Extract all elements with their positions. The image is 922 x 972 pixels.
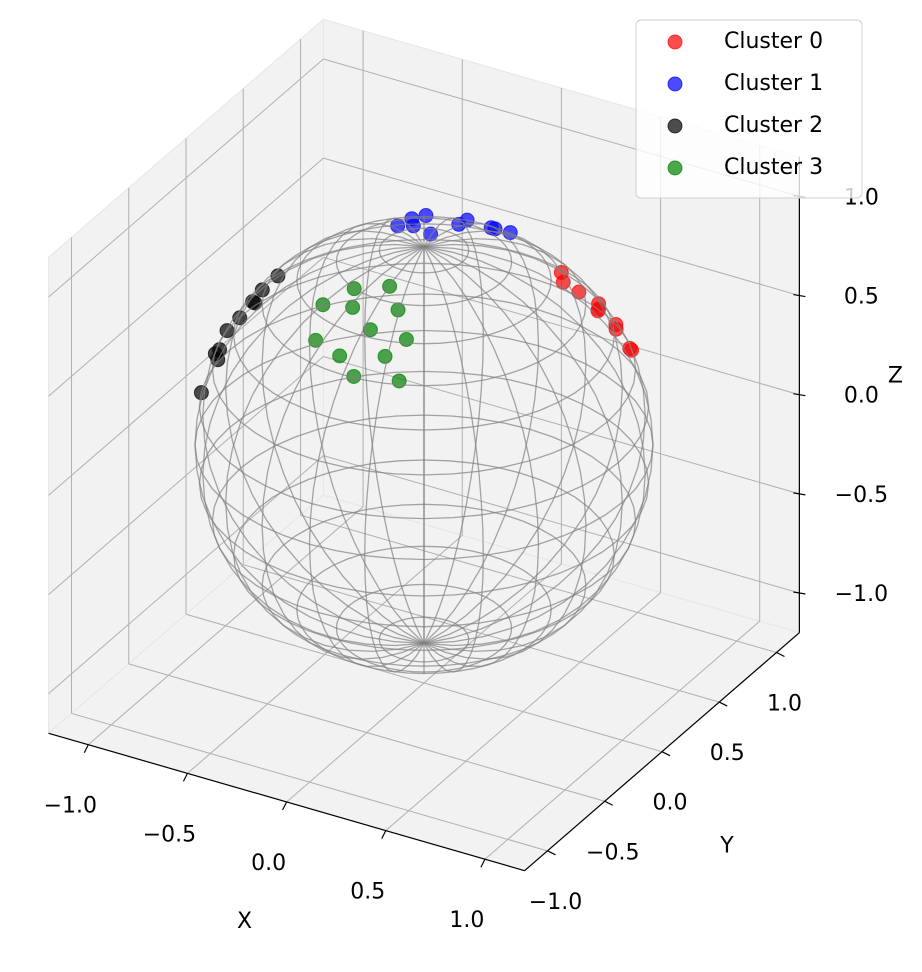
x-tick-label: −0.5 — [143, 822, 196, 847]
x-tick-label: 0.5 — [350, 880, 385, 905]
legend-marker — [667, 160, 683, 176]
wire-meridian — [202, 246, 425, 647]
x-axis-label: X — [237, 909, 252, 934]
y-tick — [718, 701, 728, 707]
wire-meridian — [308, 246, 425, 667]
legend-label: Cluster 0 — [724, 29, 823, 54]
y-tick-label: −0.5 — [586, 840, 639, 865]
legend-label: Cluster 2 — [724, 113, 823, 138]
wireframe — [194, 215, 654, 675]
axes: −1.0−0.50.00.51.0−1.0−0.50.00.51.0−1.0−0… — [44, 156, 903, 934]
z-tick — [793, 393, 806, 397]
legend-marker — [667, 118, 683, 134]
z-axis-label: Z — [888, 364, 903, 389]
y-tick — [776, 651, 785, 658]
y-tick — [661, 751, 671, 757]
wire-meridian — [423, 237, 623, 644]
y-tick — [547, 850, 556, 856]
grid-line — [71, 712, 548, 852]
point — [377, 348, 393, 364]
z-tick-label: −1.0 — [835, 582, 888, 607]
grid-line — [48, 58, 324, 298]
wire-meridian — [364, 246, 425, 673]
x-tick — [480, 858, 486, 868]
y-tick-label: 0.5 — [710, 741, 745, 766]
wire-meridian — [423, 246, 540, 667]
grid-line — [185, 613, 663, 753]
wire-meridian — [225, 237, 425, 644]
wire-meridian — [194, 246, 425, 644]
wire-meridian — [364, 217, 425, 644]
y-tick — [604, 800, 613, 806]
wire-meridian — [423, 246, 484, 673]
z-tick-label: 0.0 — [844, 384, 879, 409]
point — [332, 348, 348, 364]
point — [391, 373, 407, 389]
legend-marker — [667, 76, 683, 92]
wire-meridian — [261, 230, 425, 644]
grid-line — [323, 157, 800, 297]
legend-label: Cluster 3 — [724, 155, 823, 180]
grid-line — [243, 564, 720, 703]
x-tick — [282, 801, 288, 811]
z-tick — [793, 293, 806, 298]
x-tick-label: 0.0 — [251, 851, 286, 876]
z-tick-label: −0.5 — [835, 483, 888, 508]
z-tick — [793, 591, 806, 595]
legend: Cluster 0 Cluster 1 Cluster 2 Cluster 3 — [635, 19, 863, 199]
z-tick — [793, 492, 806, 496]
y-axis-label: Y — [719, 834, 734, 859]
x-tick — [381, 830, 387, 839]
wire-meridian — [423, 230, 587, 644]
legend-marker — [667, 34, 683, 50]
wire-meridian — [261, 246, 425, 660]
y-tick-label: 0.0 — [652, 791, 687, 816]
y-tick-label: −1.0 — [529, 890, 582, 915]
wire-meridian — [423, 223, 540, 644]
wire-meridian — [423, 243, 646, 644]
point — [418, 208, 434, 224]
grid-line — [48, 157, 324, 397]
grid-line — [323, 455, 800, 594]
wire-meridian — [423, 217, 484, 644]
grid-line — [48, 256, 324, 496]
x-tick-label: −1.0 — [44, 794, 97, 819]
legend-box — [635, 19, 863, 199]
wire-meridian — [202, 243, 425, 644]
legend-label: Cluster 1 — [724, 71, 823, 96]
x-tick — [182, 773, 188, 782]
grid-line — [128, 663, 605, 802]
x-tick — [83, 744, 89, 753]
grid-line — [48, 455, 324, 694]
x-tick-label: 1.0 — [449, 908, 484, 933]
wire-meridian — [308, 223, 425, 644]
grid — [48, 30, 800, 860]
wire-meridian — [423, 246, 623, 653]
y-tick-label: 1.0 — [767, 692, 802, 717]
wire-meridian — [225, 246, 425, 653]
grid-line — [323, 256, 800, 396]
wire-meridian — [423, 246, 646, 647]
wire-meridian — [423, 246, 654, 644]
z-tick-label: 0.5 — [844, 285, 879, 310]
grid-line — [300, 514, 777, 654]
point — [254, 282, 270, 298]
point — [398, 331, 414, 347]
wire-meridian — [423, 246, 587, 660]
